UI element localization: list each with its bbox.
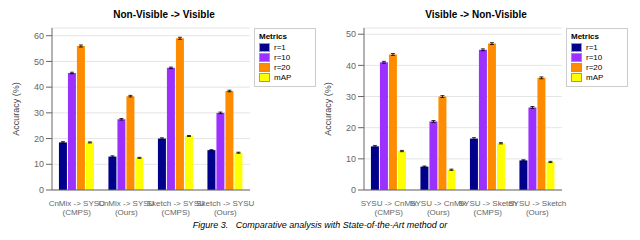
html-text:SYSU -> Sketch: SYSU -> Sketch (458, 199, 517, 208)
svg-text:CnMix -> SYSU(CMPS): CnMix -> SYSU(CMPS) (49, 199, 105, 217)
svg-text:20: 20 (346, 123, 356, 133)
html-text:Non-Visible -> Visible: Non-Visible -> Visible (113, 9, 215, 20)
html-text:Metrics: Metrics (571, 32, 599, 41)
svg-text:0: 0 (39, 185, 44, 195)
html-text:r=20: r=20 (274, 63, 291, 72)
svg-text:60: 60 (34, 31, 44, 41)
html-text:(Ours): (Ours) (426, 208, 450, 217)
svg-text:10: 10 (346, 154, 356, 164)
html-text:r=1: r=1 (274, 43, 286, 52)
svg-text:40: 40 (34, 82, 44, 92)
html-text:(CMPS): (CMPS) (473, 208, 502, 217)
html-text:Visible -> Non-Visible: Visible -> Non-Visible (425, 9, 527, 20)
html-text:mAP: mAP (586, 73, 604, 82)
html-text:r=10: r=10 (586, 53, 603, 62)
html-text:mAP: mAP (274, 73, 292, 82)
html-text:r=10: r=10 (274, 53, 291, 62)
svg-text:Accuracy (%): Accuracy (%) (323, 82, 333, 136)
html-text:Sketch -> SYSU: Sketch -> SYSU (146, 199, 205, 208)
html-text:Metrics: Metrics (259, 32, 287, 41)
html-text:(Ours): (Ours) (114, 208, 138, 217)
html-text:r=20: r=20 (586, 63, 603, 72)
svg-text:40: 40 (346, 61, 356, 71)
html-text:(CMPS): (CMPS) (161, 208, 190, 217)
svg-text:Accuracy (%): Accuracy (%) (11, 82, 21, 136)
svg-text:20: 20 (34, 134, 44, 144)
svg-text:Sketch -> SYSU(Ours): Sketch -> SYSU(Ours) (196, 199, 254, 217)
html-text:CnMix -> SYSU: CnMix -> SYSU (98, 199, 155, 208)
svg-text:30: 30 (346, 92, 356, 102)
svg-text:10: 10 (34, 159, 44, 169)
svg-text:SYSU -> Sketch(Ours): SYSU -> Sketch(Ours) (508, 199, 566, 217)
svg-text:50: 50 (346, 29, 356, 39)
html-text:Figure 3. Comparative analysis: Figure 3. Comparative analysis with Stat… (192, 220, 448, 230)
svg-text:50: 50 (34, 57, 44, 67)
html-text:r=1: r=1 (586, 43, 598, 52)
svg-text:30: 30 (34, 108, 44, 118)
html-text:SYSU -> CnMix: SYSU -> CnMix (410, 199, 467, 208)
svg-text:0: 0 (351, 185, 356, 195)
svg-text:SYSU -> CnMix(CMPS): SYSU -> CnMix(CMPS) (361, 199, 417, 217)
